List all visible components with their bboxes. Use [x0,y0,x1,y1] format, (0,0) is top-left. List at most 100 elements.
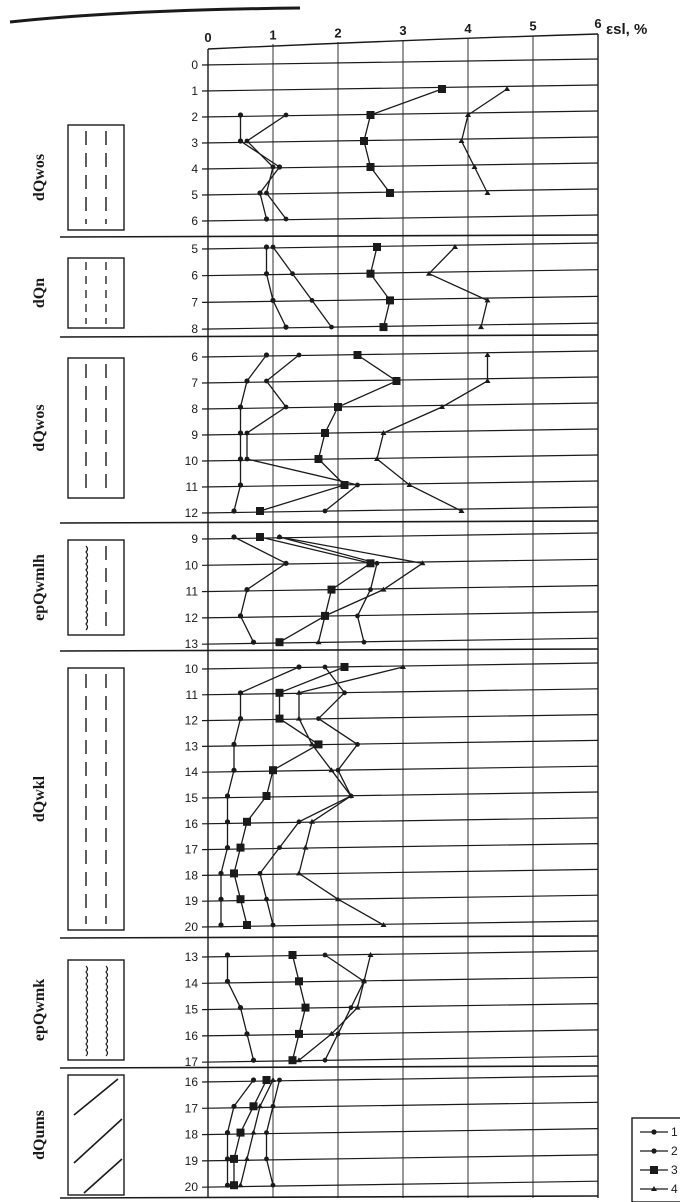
series-2-marker [322,508,328,514]
series-3-marker [230,1154,238,1163]
series-3-marker [295,977,303,986]
series-2-marker [355,742,360,747]
x-tick-label: 0 [204,30,211,45]
h-grid-line [201,454,599,462]
series-2-marker [368,587,373,592]
series-1-marker [231,741,237,748]
series-4-marker [257,1103,263,1109]
series-1-marker [237,456,244,462]
h-grid-line [201,611,599,619]
h-grid-line [201,506,599,514]
series-1-line [265,247,287,328]
h-grid-line [201,58,599,66]
series-3-marker [334,403,342,411]
series-4-marker [276,534,283,539]
series-2-marker [309,298,315,303]
series-2-marker [322,1057,328,1063]
series-2-marker [283,216,289,222]
series-3-marker [438,85,446,93]
h-grid-line [201,714,599,722]
series-2-marker [277,1077,282,1083]
series-1-marker [296,664,302,670]
series-1-marker [224,1130,231,1136]
series-3-marker [366,559,375,568]
section-divider [59,520,599,524]
series-4-marker [471,164,478,169]
legend-marker [651,1186,657,1191]
series-1-marker [231,767,237,773]
series-4-marker [426,270,432,276]
legend-marker [650,1166,658,1174]
series-2-marker [322,664,328,670]
h-grid-line [201,558,599,566]
series-3-marker [256,507,264,515]
h-grid-line [201,532,599,540]
layer-symbol [67,124,125,231]
series-2-marker [283,112,289,118]
y-tick-label: 8 [191,322,198,336]
series-1-line [233,536,288,643]
series-1-marker [224,793,231,799]
series-2-marker [257,871,263,876]
series-3-marker [230,869,238,878]
series-2-marker [264,190,269,196]
series-2-marker [335,767,341,773]
layer-symbol [67,1074,125,1196]
y-tick-label: 6 [191,269,198,283]
layer-symbol [67,257,125,329]
series-4-marker [302,844,309,850]
series-3-marker [360,137,368,145]
series-3-marker [314,740,323,749]
series-3-marker [366,163,375,171]
y-tick-label: 17 [185,1055,199,1069]
series-4-marker [244,1155,250,1161]
series-1-marker [263,216,270,222]
h-grid-line [201,402,599,410]
series-4-marker [315,639,322,645]
wavy-line [105,965,109,1057]
series-1-marker [244,378,250,384]
series-4-marker [465,112,471,117]
y-tick-label: 14 [185,976,199,990]
layer-name: dQn [31,278,48,308]
series-2-marker [296,352,302,358]
section-divider [59,234,599,238]
y-tick-label: 11 [186,480,199,494]
x-tick-label: 4 [464,21,472,36]
y-tick-label: 19 [185,894,199,908]
series-2-marker [270,244,276,250]
series-3-marker [386,189,394,197]
series-2-marker [244,456,250,462]
h-grid-line [201,765,599,773]
y-tick-label: 6 [191,350,198,364]
section-divider [59,1195,599,1199]
wavy-line [85,545,89,631]
y-tick-label: 20 [185,920,199,934]
series-4-marker [452,244,458,249]
x-tick-label: 6 [594,16,601,31]
series-1-marker [250,1057,257,1063]
y-tick-label: 9 [191,532,198,546]
series-3-marker [301,1003,310,1012]
layer-symbol-box [67,257,125,329]
series-1-marker [237,1005,244,1011]
series-3-marker [275,714,284,723]
series-4-marker [484,190,491,195]
layer-symbol-box [67,1074,125,1196]
series-2-marker [283,404,289,410]
series-4-marker [348,793,354,798]
series-3-line [369,246,391,328]
section-divider [59,1065,599,1069]
series-1-marker [237,112,244,118]
y-tick-label: 5 [191,188,198,202]
legend-label: 3 [671,1163,678,1177]
h-grid-line [201,84,599,92]
series-4-marker [374,456,380,461]
y-tick-label: 4 [191,162,198,176]
series-4-marker [322,612,328,618]
layer-name: dQwkl [31,775,48,822]
y-tick-label: 12 [185,714,199,728]
h-grid-line [201,1128,599,1136]
layer-symbol-box [67,667,125,931]
series-4-marker [296,1057,302,1063]
